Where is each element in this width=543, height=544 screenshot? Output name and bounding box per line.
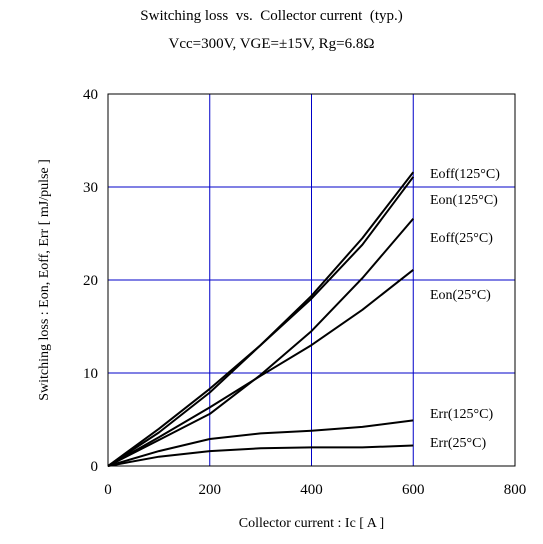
axis-ticks: 0 200 400 600 800 0 10 20 30 40 — [83, 87, 526, 498]
y-tick-label-10: 10 — [83, 366, 98, 382]
x-axis-label: Collector current : Ic [ A ] — [239, 516, 384, 531]
series-line-0 — [107, 171, 415, 467]
series-label-2: Eoff(25°C) — [430, 231, 493, 246]
y-tick-label-0: 0 — [91, 459, 99, 475]
y-tick-label-30: 30 — [83, 180, 98, 196]
y-tick-label-40: 40 — [83, 87, 98, 103]
series-line-4 — [107, 419, 414, 467]
grid-lines — [108, 94, 515, 466]
series-labels: Eoff(125°C) Eon(125°C) Eoff(25°C) Eon(25°C)… — [430, 167, 500, 451]
chart-title: Switching loss vs. Collector current (ty… — [140, 8, 403, 24]
plot-frame — [107, 93, 516, 467]
data-series — [107, 171, 415, 467]
x-tick-label-600: 600 — [402, 482, 425, 498]
x-tick-label-200: 200 — [199, 482, 222, 498]
series-label-4: Err(125°C) — [430, 407, 493, 422]
x-tick-label-0: 0 — [104, 482, 112, 498]
series-label-1: Eon(125°C) — [430, 193, 498, 208]
series-line-2 — [107, 217, 415, 467]
series-label-3: Eon(25°C) — [430, 288, 491, 303]
y-axis-label: Switching loss : Eon, Eoff, Err [ mJ/pul… — [37, 159, 52, 401]
y-tick-label-20: 20 — [83, 273, 98, 289]
series-label-5: Err(25°C) — [430, 436, 486, 451]
x-tick-label-800: 800 — [504, 482, 527, 498]
series-label-0: Eoff(125°C) — [430, 167, 500, 182]
series-line-3 — [107, 269, 414, 467]
chart-subtitle: Vcc=300V, VGE=±15V, Rg=6.8Ω — [168, 36, 375, 52]
x-tick-label-400: 400 — [300, 482, 323, 498]
series-line-1 — [107, 176, 415, 467]
series-line-5 — [107, 444, 414, 467]
